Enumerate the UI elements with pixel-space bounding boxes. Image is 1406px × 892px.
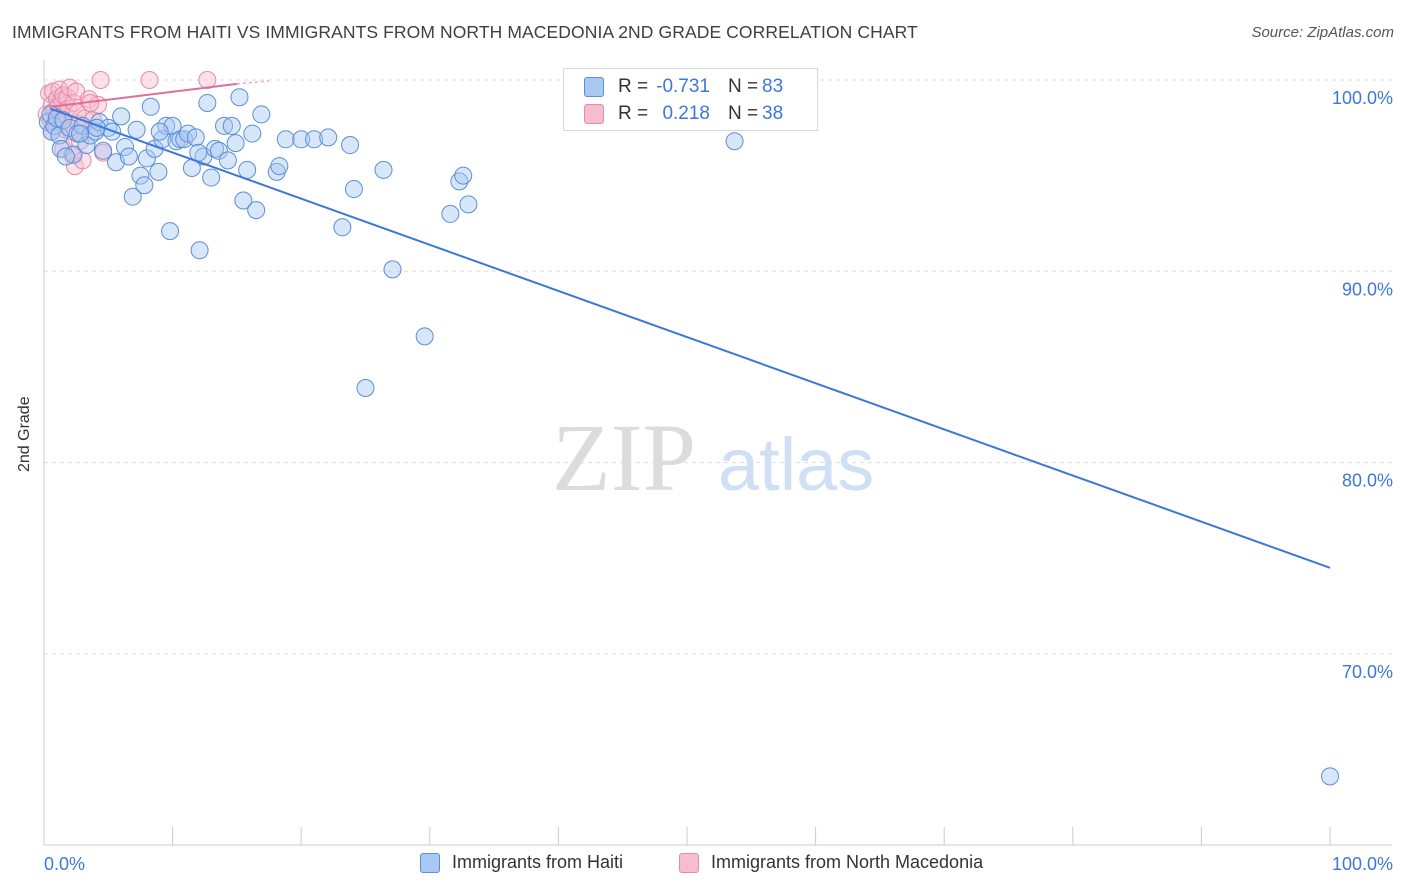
y-tick-label: 80.0% (1342, 471, 1393, 491)
legend-r-label: R = (618, 76, 649, 97)
point-haiti (94, 141, 113, 160)
point-haiti (119, 147, 138, 166)
tick-labels: 100.0% 90.0% 80.0% 70.0% 0.0% 100.0% (44, 88, 1393, 874)
point-haiti (344, 180, 363, 199)
y-tick-label: 70.0% (1342, 662, 1393, 682)
point-haiti (209, 141, 228, 160)
point-haiti (1321, 767, 1339, 786)
legend-r-label: R = (618, 103, 649, 124)
watermark-atlas: atlas (718, 423, 874, 506)
point-haiti (141, 97, 160, 116)
point-haiti (459, 195, 478, 214)
point-haiti (226, 134, 245, 153)
point-haiti (161, 222, 180, 241)
legend-r-value-macedonia: 0.218 (662, 103, 710, 124)
series-legend: Immigrants from Haiti Immigrants from No… (0, 852, 1406, 878)
point-haiti (64, 145, 83, 164)
point-haiti (54, 111, 73, 130)
trend-line-macedonia (50, 82, 238, 108)
point-haiti (247, 201, 266, 220)
legend-n-label: N = (728, 103, 759, 124)
point-haiti (356, 378, 375, 397)
source-label: Source: ZipAtlas.com (1251, 24, 1394, 41)
point-haiti (341, 136, 360, 155)
legend-n-value-haiti: 83 (762, 76, 784, 97)
point-haiti (190, 241, 209, 260)
point-haiti (725, 132, 744, 151)
axes (43, 60, 1392, 846)
x-tick-label: 100.0% (1332, 854, 1393, 874)
point-haiti (202, 168, 221, 187)
point-haiti (238, 160, 257, 179)
y-tick-label: 90.0% (1342, 279, 1393, 299)
legend-row-macedonia: R = 0.218 N = 38 (584, 102, 783, 126)
point-haiti (222, 116, 241, 135)
legend-swatch-macedonia (584, 104, 604, 124)
series-legend-swatch-macedonia (679, 852, 699, 873)
point-haiti (234, 191, 253, 210)
series-legend-macedonia[interactable]: Immigrants from North Macedonia (679, 852, 983, 873)
legend-row-haiti: R = -0.731 N = 83 (584, 75, 783, 99)
point-haiti (333, 218, 352, 237)
point-haiti (112, 107, 131, 126)
point-haiti (319, 128, 338, 147)
point-haiti (292, 130, 311, 149)
series-legend-label-haiti: Immigrants from Haiti (452, 852, 624, 872)
point-macedonia (91, 71, 110, 89)
point-haiti (218, 151, 237, 170)
point-haiti (383, 260, 402, 279)
point-haiti (305, 130, 324, 149)
point-haiti (230, 88, 249, 107)
point-haiti (77, 136, 96, 155)
point-macedonia (198, 71, 217, 89)
chart-title: IMMIGRANTS FROM HAITI VS IMMIGRANTS FROM… (12, 22, 918, 42)
legend-swatch-haiti (584, 77, 604, 97)
trend-line-haiti (50, 107, 1331, 569)
point-haiti (441, 204, 460, 223)
point-haiti (186, 128, 205, 147)
series-legend-label-macedonia: Immigrants from North Macedonia (711, 852, 984, 872)
point-haiti (50, 126, 69, 145)
legend-n-value-macedonia: 38 (762, 103, 784, 124)
point-haiti (150, 122, 169, 141)
trend-lines (50, 80, 1331, 569)
point-haiti (127, 120, 146, 139)
legend-r-value-haiti: -0.731 (656, 76, 710, 97)
point-haiti (116, 137, 135, 156)
point-macedonia (140, 71, 159, 89)
legend-n-label: N = (728, 76, 759, 97)
point-haiti (198, 93, 217, 112)
point-haiti (270, 157, 289, 176)
point-haiti (47, 109, 66, 128)
point-haiti (137, 149, 156, 168)
point-haiti (415, 327, 434, 346)
point-haiti (149, 162, 168, 181)
point-haiti (71, 124, 90, 143)
series-haiti-points (38, 71, 1339, 786)
point-haiti (56, 147, 75, 166)
series-legend-haiti[interactable]: Immigrants from Haiti (420, 852, 623, 873)
point-haiti (243, 124, 262, 143)
point-haiti (454, 166, 473, 185)
point-haiti (276, 130, 295, 149)
trend-line-macedonia-ext (236, 80, 270, 85)
point-haiti (131, 166, 150, 185)
watermark-zip: ZIP (552, 404, 696, 511)
y-tick-label: 100.0% (1332, 88, 1393, 108)
y-axis-label: 2nd Grade (16, 396, 33, 472)
point-haiti (215, 116, 234, 135)
point-haiti (135, 176, 154, 195)
x-tick-label: 0.0% (44, 854, 85, 874)
point-haiti (123, 187, 142, 206)
stats-legend: R = -0.731 N = 83 R = 0.218 N = 38 (563, 68, 818, 131)
point-macedonia (73, 151, 92, 170)
point-haiti (252, 105, 271, 124)
point-haiti (374, 160, 393, 179)
watermark: ZIP atlas (552, 404, 874, 511)
series-legend-swatch-haiti (420, 852, 440, 873)
